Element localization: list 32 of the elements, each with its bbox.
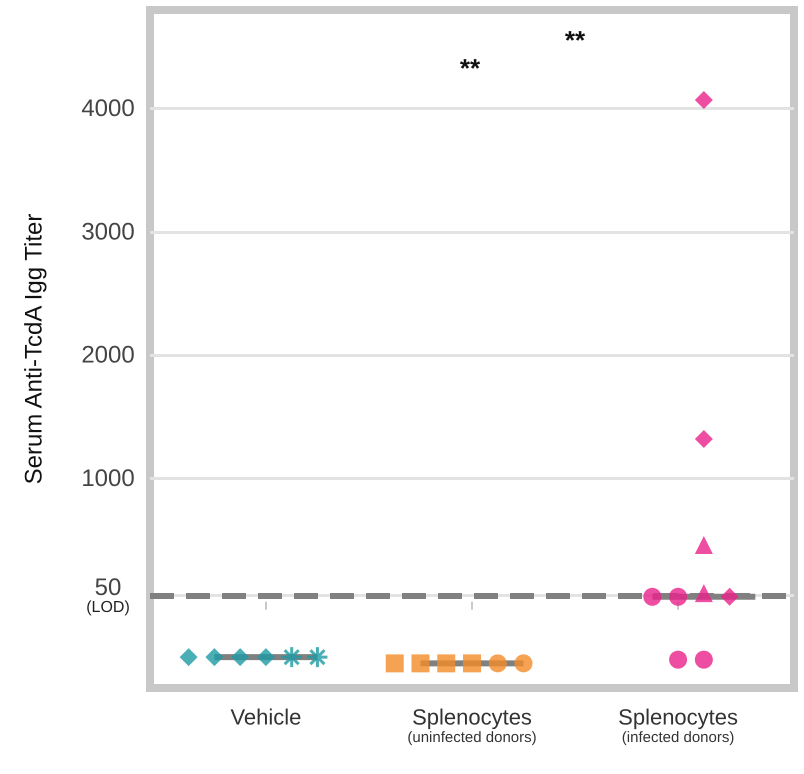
point [205,648,224,666]
point [720,588,739,606]
point [694,584,713,602]
y-tick-label: 2000 [81,342,135,369]
point [488,654,507,672]
point [256,648,275,666]
point [694,536,713,554]
point [437,654,456,672]
x-tick-label: Splenocytes (uninfected donors) [407,704,537,746]
point [280,646,304,669]
y-tick-label: 50 (LOD) [86,574,130,616]
point [386,654,404,672]
y-tick-label: 3000 [81,218,135,246]
point [694,430,713,448]
point [180,648,198,666]
annotation: ** [460,53,481,83]
point [411,654,430,672]
point [694,650,713,669]
point [231,648,250,666]
point [669,650,688,669]
point [306,646,329,669]
y-tick-label: 4000 [81,95,135,122]
point [514,654,533,672]
x-tick-label: Splenocytes (infected donors) [618,704,738,746]
y-axis-title: Serum Anti-TcdA Igg Titer [20,214,48,484]
annotation: ** [564,25,586,55]
y-tick-label: 1000 [81,464,135,492]
point [694,90,713,109]
point [643,588,662,606]
point [669,588,688,606]
x-tick-label: Vehicle [230,704,302,730]
point [463,654,481,672]
